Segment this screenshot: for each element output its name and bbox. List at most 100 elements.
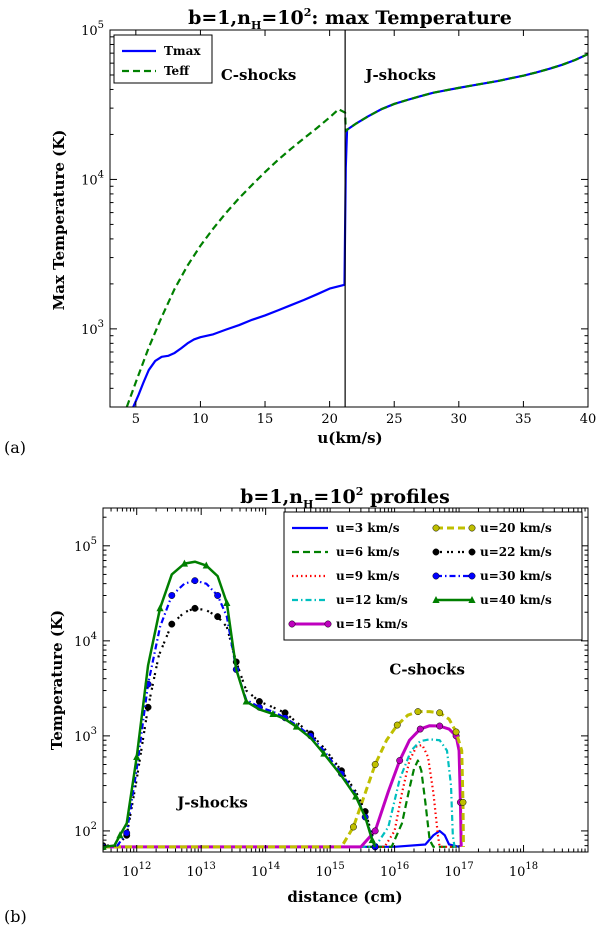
chart-b-legend-marker-8	[468, 596, 476, 603]
chart-b-series-4-marker	[416, 725, 424, 733]
chart-b-series-8-marker	[320, 749, 328, 757]
chart-b-series-8-marker	[133, 752, 141, 760]
chart-b-xtick-label: 1012	[122, 861, 151, 880]
chart-b-xtick-label: 1017	[444, 861, 473, 880]
chart-a-legend-box	[113, 34, 213, 84]
chart-b-frame	[102, 507, 589, 853]
chart-a-ytick-label: 105	[81, 20, 104, 39]
chart-b-ytick-label: 105	[74, 536, 97, 555]
chart-a-series-1-line	[125, 53, 588, 407]
chart-b-legend-marker-5	[432, 524, 440, 532]
chart-a-legend: Tmax Teff	[113, 34, 213, 84]
chart-b-xtick-label: 1018	[509, 861, 538, 880]
chart-b-series-4-marker	[371, 827, 379, 835]
chart-b-series-3-line	[103, 738, 460, 848]
chart-b-series-7-marker	[168, 592, 176, 599]
chart-b-legend-label-1: u=6 km/s	[336, 545, 400, 559]
chart-b-series-6-marker	[255, 698, 263, 705]
chart-b-series-6-marker	[168, 620, 176, 628]
chart-b-legend-marker-5	[468, 524, 476, 532]
chart-b-legend-label-6: u=22 km/s	[480, 545, 552, 559]
chart-b-xtick-label: 1015	[315, 861, 344, 880]
chart-b-panel-label: (b)	[4, 907, 27, 926]
chart-b-legend-label-0: u=3 km/s	[336, 521, 400, 535]
chart-b-series-5-marker	[393, 721, 401, 729]
chart-b-legend-marker-6	[432, 548, 440, 556]
chart-a-xtick-label: 35	[515, 412, 532, 427]
chart-b-series-5-marker	[459, 798, 467, 806]
chart-b-series-5-line	[103, 710, 465, 849]
chart-b-series-8-marker	[103, 842, 107, 850]
chart-b-series-8-line	[103, 560, 377, 849]
chart-a-xtick-label: 10	[192, 412, 209, 427]
chart-a-title: b=1,nH=102: max Temperature	[188, 6, 512, 32]
chart-b-ytick-label: 103	[74, 726, 97, 745]
chart-b-legend-marker-6	[468, 548, 476, 556]
chart-b-legend-marker-4	[324, 620, 332, 628]
chart-b-legend: u=3 km/s u=6 km/s u=9 km/s u=12 km/s u=15 km…	[283, 511, 583, 641]
chart-a-ytick-label: 103	[81, 319, 104, 338]
chart-b-series-4-marker	[396, 757, 404, 765]
chart-b-series-5-marker	[371, 761, 379, 768]
chart-b-series-8-marker	[242, 697, 250, 705]
chart-a-xtick-label: 5	[132, 412, 140, 427]
chart-a-axes: 5 10 15 20 25 30 35 40 103 104 105 C-shocks J-shocks…	[81, 20, 596, 427]
chart-b-xlabel: distance (cm)	[287, 888, 402, 906]
chart-a-legend-label-1: Teff	[164, 64, 190, 78]
chart-a-series-0-line	[132, 53, 588, 407]
chart-b-series-5-marker	[349, 823, 357, 831]
chart-b-series-5-marker	[414, 708, 422, 716]
chart-b-legend-marker-7	[468, 572, 476, 580]
chart-b-ytick-label: 104	[74, 631, 97, 650]
chart-b-legend-label-2: u=9 km/s	[336, 569, 400, 583]
chart-a-annotation-1: J-shocks	[363, 66, 436, 84]
chart-b-annotation-1: C-shocks	[389, 660, 465, 678]
chart-a-xtick-label: 40	[580, 412, 597, 427]
chart-b-series-8-marker	[223, 599, 231, 607]
chart-b-series-1-line	[103, 759, 460, 848]
chart-a-annotation-0: C-shocks	[221, 66, 297, 84]
chart-b-series-6-marker	[144, 703, 152, 711]
chart-b-series-8-marker	[292, 722, 301, 730]
chart-b-series-8-marker	[269, 709, 277, 717]
chart-a-plot-area	[125, 30, 588, 407]
chart-a-frame	[109, 29, 589, 408]
chart-b-series-0-line	[103, 829, 460, 848]
chart-a-ytick-label: 104	[81, 169, 104, 188]
chart-b-axes: 1012 1013 1014 1015 1016 1017 1018 102 103 104 105…	[74, 508, 588, 880]
chart-b-ytick-label: 102	[74, 821, 97, 840]
chart-b-series-8-marker	[180, 559, 189, 567]
chart-b-series-7-marker	[191, 577, 199, 585]
chart-b-legend-label-5: u=20 km/s	[480, 521, 552, 535]
chart-b-xtick-label: 1016	[380, 861, 409, 880]
chart-a-xtick-label: 30	[451, 412, 468, 427]
chart-b-series-4-marker	[436, 722, 444, 730]
chart-b-series-8-marker	[116, 831, 124, 839]
chart-a-xtick-label: 15	[257, 412, 274, 427]
chart-b-legend-marker-4	[288, 620, 296, 628]
chart-a-ylabel: Max Temperature (K)	[50, 130, 68, 311]
chart-a-xtick-label: 25	[386, 412, 403, 427]
chart-b-legend-label-7: u=30 km/s	[480, 569, 552, 583]
chart-b-series-8-marker	[202, 561, 210, 569]
chart-b-series-8-marker	[352, 792, 360, 800]
chart-b-xtick-label: 1013	[187, 861, 216, 880]
chart-b-series-2-line	[103, 743, 460, 848]
chart-b-xtick-label: 1014	[251, 861, 280, 880]
chart-a-panel-label: (a)	[4, 438, 26, 457]
chart-b-legend-marker-8	[432, 596, 440, 603]
chart-b-legend-marker-7	[432, 572, 440, 580]
chart-b-series-6-marker	[214, 613, 222, 621]
chart-a-xtick-label: 20	[321, 412, 338, 427]
chart-b-series-7-marker	[214, 592, 222, 599]
chart-b-ylabel: Temperature (K)	[48, 610, 66, 750]
chart-a-xlabel: u(km/s)	[317, 429, 382, 447]
chart-b-legend-label-8: u=40 km/s	[480, 593, 552, 607]
chart-b-series-5-marker	[452, 728, 460, 736]
chart-b-series-4-line	[103, 724, 463, 849]
chart-a-legend-label-0: Tmax	[164, 44, 201, 58]
chart-b-series-8-marker	[156, 604, 164, 612]
chart-b-title: b=1,nH=102 profiles	[240, 485, 450, 511]
chart-b-plot-area	[103, 559, 467, 851]
